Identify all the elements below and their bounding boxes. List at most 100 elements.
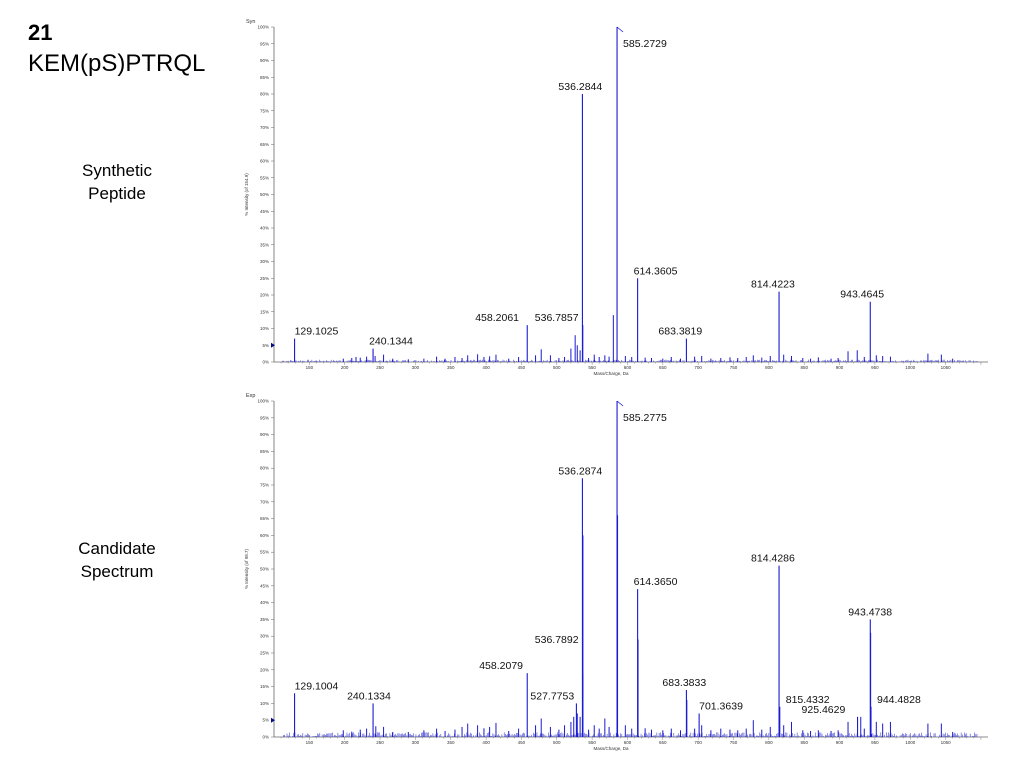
peak-label: 814.4223 (751, 279, 795, 291)
y-tick-label: 70% (260, 125, 269, 130)
x-tick-label: 200 (341, 740, 349, 745)
peak-label: 458.2061 (475, 312, 519, 324)
x-tick-label: 500 (553, 365, 561, 370)
x-tick-label: 700 (694, 365, 702, 370)
y-tick-label: 45% (260, 209, 269, 214)
x-tick-label: 1050 (941, 740, 952, 745)
y-tick-label: 90% (260, 58, 269, 63)
y-tick-label: 55% (260, 550, 269, 555)
peak-label: 536.7857 (535, 312, 579, 324)
corner-label: Syn (246, 19, 255, 25)
y-tick-label: 60% (260, 159, 269, 164)
x-tick-label: 650 (659, 740, 667, 745)
y-tick-label: 55% (260, 175, 269, 180)
x-tick-label: 550 (588, 365, 596, 370)
peak-label-leader (616, 26, 624, 33)
y-tick-label: 20% (260, 667, 269, 672)
x-tick-label: 350 (447, 740, 455, 745)
y-tick-label: 65% (260, 516, 269, 521)
candidate-spectrum-chart: Exp % Intensity (of 98.7) 0% 5% 10% 15% 20% 25%… (244, 393, 988, 751)
peak-label: 614.3650 (634, 576, 678, 588)
peak-label: 536.7892 (535, 634, 579, 646)
peak-label: 814.4286 (751, 553, 795, 565)
y-axis-label: % Intensity (of 98.7) (244, 548, 249, 589)
x-tick-label: 550 (588, 740, 596, 745)
y-tick-label: 90% (260, 432, 269, 437)
y-tick-label: 10% (260, 701, 269, 706)
y-tick-label: 35% (260, 242, 269, 247)
y-tick-label: 75% (260, 483, 269, 488)
x-tick-label: 950 (871, 365, 879, 370)
y-tick-label: 85% (260, 449, 269, 454)
peak-label: 815.4332 (786, 694, 830, 706)
y-tick-label: 15% (260, 684, 269, 689)
threshold-marker (271, 342, 275, 348)
y-tick-label: 75% (260, 108, 269, 113)
x-tick-label: 300 (412, 740, 420, 745)
peak-label: 240.1344 (369, 336, 413, 348)
y-tick-label: 30% (260, 259, 269, 264)
y-axis-label: % Intensity (of 154.9) (244, 173, 249, 216)
peptide-sequence: KEM(pS)PTRQL (28, 50, 206, 77)
x-tick-label: 650 (659, 365, 667, 370)
x-tick-label: 1050 (941, 365, 952, 370)
y-tick-label: 15% (260, 309, 269, 314)
x-tick-label: 750 (730, 740, 738, 745)
peak-label: 129.1004 (295, 680, 339, 692)
y-tick-label: 25% (260, 276, 269, 281)
peak-label: 701.3639 (699, 700, 743, 712)
peak-label: 585.2775 (623, 412, 667, 424)
y-tick-label: 40% (260, 600, 269, 605)
x-tick-label: 450 (518, 740, 526, 745)
peak-label: 240.1334 (347, 690, 391, 702)
x-tick-label: 950 (871, 740, 879, 745)
x-tick-label: 150 (306, 740, 314, 745)
x-axis-label: Mass/Charge, Da (593, 371, 629, 376)
x-tick-label: 600 (624, 740, 632, 745)
x-tick-label: 850 (800, 365, 808, 370)
x-tick-label: 1000 (905, 740, 916, 745)
peak-label: 925.4629 (802, 704, 846, 716)
y-tick-label: 70% (260, 499, 269, 504)
x-tick-label: 250 (376, 740, 384, 745)
y-tick-label: 100% (257, 25, 269, 30)
x-tick-label: 250 (376, 365, 384, 370)
y-tick-label: 0% (262, 360, 269, 365)
x-tick-label: 200 (341, 365, 349, 370)
y-tick-label: 45% (260, 583, 269, 588)
y-tick-label: 50% (260, 567, 269, 572)
y-tick-label: 80% (260, 92, 269, 97)
y-tick-label: 20% (260, 293, 269, 298)
peak-label: 536.2844 (558, 81, 602, 93)
y-tick-label: 85% (260, 75, 269, 80)
peak-label: 683.3833 (662, 677, 706, 689)
peak-label-leader (616, 400, 624, 407)
x-tick-label: 500 (553, 740, 561, 745)
peak-label: 458.2079 (479, 660, 523, 672)
x-tick-label: 800 (765, 365, 773, 370)
x-tick-label: 600 (624, 365, 632, 370)
y-tick-label: 35% (260, 617, 269, 622)
synthetic-spectrum-chart: Syn % Intensity (of 154.9) 0% 5% 10% 15% 20% 25… (244, 19, 988, 376)
y-tick-label: 10% (260, 326, 269, 331)
x-tick-label: 150 (306, 365, 314, 370)
side-label-line: Synthetic (82, 161, 152, 180)
y-tick-label: 95% (260, 41, 269, 46)
side-label-line: Peptide (88, 184, 146, 203)
peak-label: 943.4738 (848, 606, 892, 618)
y-tick-label: 25% (260, 651, 269, 656)
x-tick-label: 900 (836, 365, 844, 370)
figure-number: 21 (28, 20, 53, 45)
y-tick-label: 5% (262, 343, 269, 348)
synthetic-panel-label: Synthetic Peptide (42, 159, 192, 205)
side-label-line: Spectrum (80, 562, 154, 581)
y-tick-label: 50% (260, 192, 269, 197)
peak-label: 614.3605 (634, 265, 678, 277)
y-tick-label: 65% (260, 142, 269, 147)
peak-label: 527.7753 (530, 690, 574, 702)
peak-label: 129.1025 (295, 326, 339, 338)
y-tick-label: 95% (260, 415, 269, 420)
candidate-panel-label: Candidate Spectrum (42, 537, 192, 583)
x-tick-label: 400 (482, 365, 490, 370)
y-tick-label: 60% (260, 533, 269, 538)
